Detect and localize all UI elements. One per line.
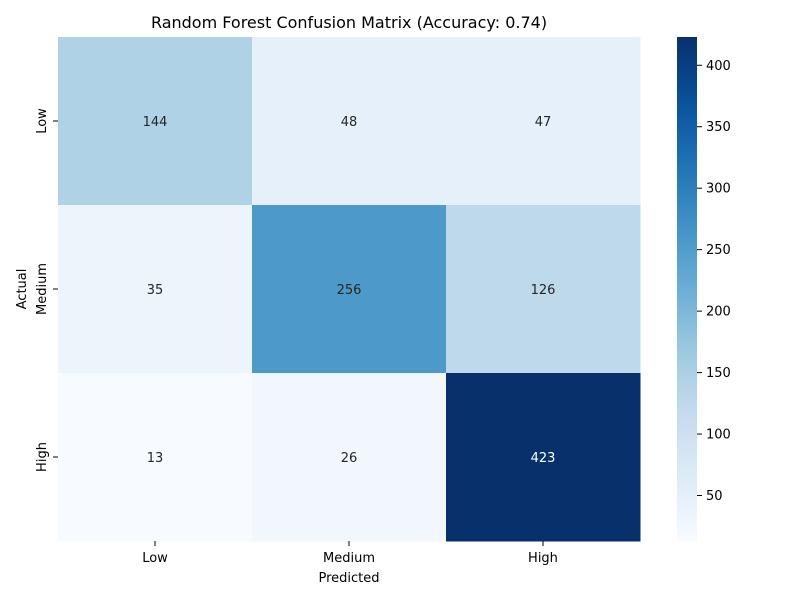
y-tick-label: Medium [35,263,50,315]
heatmap-cells: 144 48 47 35 256 126 13 26 423 [58,37,641,542]
colorbar-tick-label: 150 [706,366,731,381]
colorbar-tick-label: 300 [706,182,731,197]
heatmap-cell [446,373,641,542]
colorbar-tick-label: 50 [706,489,723,504]
cell-value-label: 126 [531,283,556,298]
cell-value-label: 423 [531,451,556,466]
heatmap-cell [446,205,641,374]
cell-value-label: 35 [147,283,164,298]
x-axis-ticks: Low Medium High [142,541,558,566]
cell-value-label: 13 [147,451,164,466]
x-tick-label: Medium [323,551,375,566]
x-tick-label: Low [142,551,168,566]
y-tick-label: High [35,442,50,472]
y-axis-title: Actual [15,269,30,310]
cell-value-label: 48 [341,115,358,130]
colorbar-ticks: 50 100 150 200 250 300 350 400 [697,59,731,504]
cell-value-label: 47 [535,115,552,130]
colorbar-tick-label: 200 [706,305,731,320]
colorbar-tick-label: 350 [706,120,731,135]
heatmap-cell [446,37,641,206]
colorbar-tick-label: 250 [706,243,731,258]
heatmap-cell [252,37,447,206]
heatmap-cell [58,37,253,206]
cell-value-label: 26 [341,451,358,466]
colorbar [677,37,697,541]
x-tick-label: High [528,551,558,566]
heatmap-cell [58,373,253,542]
cell-value-label: 144 [143,115,168,130]
heatmap-cell [252,205,447,374]
heatmap-cell [58,205,253,374]
cell-value-label: 256 [337,283,362,298]
y-axis-ticks: Low Medium High [35,108,58,472]
colorbar-tick-label: 400 [706,59,731,74]
chart-title: Random Forest Confusion Matrix (Accuracy… [151,13,547,32]
x-axis-title: Predicted [318,571,379,586]
heatmap-cell [252,373,447,542]
colorbar-tick-label: 100 [706,428,731,443]
y-tick-label: Low [35,108,50,134]
